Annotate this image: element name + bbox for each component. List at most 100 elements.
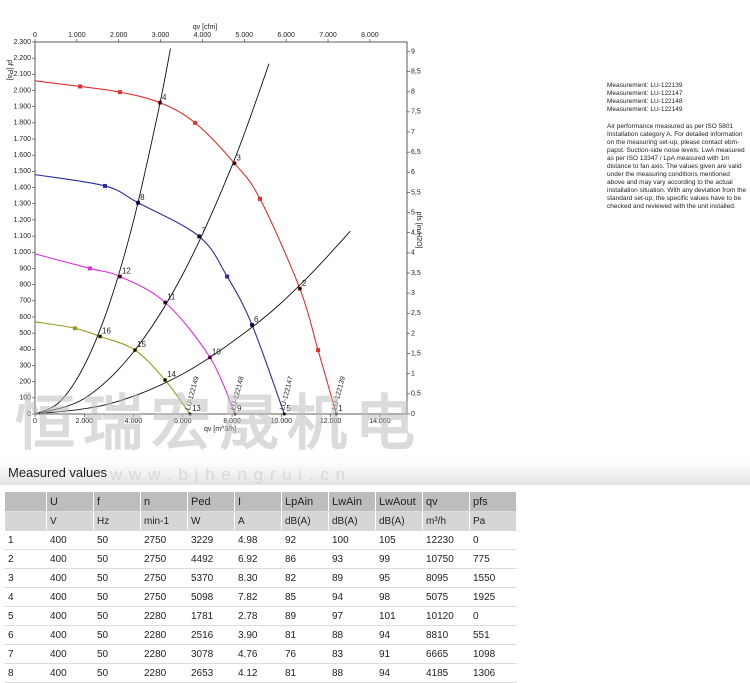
operating-point xyxy=(298,287,302,291)
table-cell: 101 xyxy=(375,606,423,626)
table-cell: 76 xyxy=(281,644,329,664)
table-cell: LwAout xyxy=(375,492,423,512)
y-tick-label: 2.000 xyxy=(13,87,31,94)
table-cell: 4.76 xyxy=(234,644,282,664)
curve-marker xyxy=(78,84,83,89)
table-cell: Ped xyxy=(187,492,235,512)
table-cell: 2750 xyxy=(140,530,188,550)
table-cell: 400 xyxy=(46,644,94,664)
table-row: 8 400 50 2280 2653 4.12 81 88 94 4185 1306 xyxy=(5,663,517,683)
table-cell: 97 xyxy=(328,606,376,626)
table-cell: n xyxy=(140,492,188,512)
table-cell: 3 xyxy=(5,568,47,588)
measurement-line: Measurement: LU-122148 xyxy=(607,98,683,105)
y-tick-label: 800 xyxy=(19,281,31,288)
table-cell: qv xyxy=(422,492,470,512)
x2-tick-label: 6.000 xyxy=(277,32,295,39)
table-cell: 91 xyxy=(375,644,423,664)
table-cell: 12230 xyxy=(422,530,470,550)
table-cell: LpAin xyxy=(281,492,329,512)
x2-axis-label: qv [cfm] xyxy=(193,24,218,31)
table-cell xyxy=(5,492,47,512)
table-cell: 1306 xyxy=(469,663,517,683)
x-tick-label: 4.000 xyxy=(125,418,143,425)
y2-tick-label: 0 xyxy=(411,411,415,418)
x2-tick-label: 3.000 xyxy=(152,32,170,39)
operating-point-label: 5 xyxy=(286,404,291,413)
y-tick-label: 1.000 xyxy=(13,249,31,256)
y2-tick-label: 3,5 xyxy=(411,270,421,277)
operating-point-label: 4 xyxy=(162,93,167,102)
table-row: 4 400 50 2750 5098 7.82 85 94 98 5075 1925 xyxy=(5,587,517,607)
operating-point xyxy=(233,412,237,416)
y2-tick-label: 7 xyxy=(411,129,415,136)
table-cell: 6.92 xyxy=(234,549,282,569)
table-cell: 1781 xyxy=(187,606,235,626)
y2-tick-label: 1,5 xyxy=(411,350,421,357)
y2-tick-label: 7,5 xyxy=(411,109,421,116)
x-tick-label: 14.000 xyxy=(369,418,391,425)
table-cell: f xyxy=(93,492,141,512)
y-tick-label: 1.300 xyxy=(13,201,31,208)
y-tick-label: 1.700 xyxy=(13,136,31,143)
table-cell: 8.30 xyxy=(234,568,282,588)
operating-point-label: 9 xyxy=(237,404,242,413)
table-cell: 88 xyxy=(328,625,376,645)
notes-text: Air performance measured as per ISO 5801… xyxy=(607,123,747,210)
y-tick-label: 700 xyxy=(19,298,31,305)
x-tick-label: 2.000 xyxy=(76,418,94,425)
y-tick-label: 1.400 xyxy=(13,184,31,191)
table-cell: min-1 xyxy=(140,511,188,531)
table-cell: I xyxy=(234,492,282,512)
operating-point-label: 14 xyxy=(167,370,176,379)
table-cell: Hz xyxy=(93,511,141,531)
curve-marker xyxy=(258,196,263,201)
operating-point xyxy=(197,234,201,238)
table-cell: 2750 xyxy=(140,587,188,607)
measurement-line: Measurement: LU-122147 xyxy=(607,90,683,97)
table-cell: 551 xyxy=(469,625,517,645)
table-cell: 8810 xyxy=(422,625,470,645)
curve xyxy=(34,321,191,415)
table-cell: 92 xyxy=(281,530,329,550)
table-cell: 1925 xyxy=(469,587,517,607)
plot-frame xyxy=(34,41,408,415)
table-cell: V xyxy=(46,511,94,531)
operating-point xyxy=(232,161,236,165)
curve-marker xyxy=(102,183,107,188)
table-cell: 7 xyxy=(5,644,47,664)
table-cell: 2 xyxy=(5,549,47,569)
table-cell: 2280 xyxy=(140,606,188,626)
curve xyxy=(34,253,236,415)
table-cell: Pa xyxy=(469,511,517,531)
operating-point-label: 3 xyxy=(236,153,241,162)
x-tick-label: 8.000 xyxy=(223,418,241,425)
curve-marker xyxy=(87,266,92,271)
table-cell xyxy=(5,511,47,531)
x-tick-label: 10.000 xyxy=(271,418,293,425)
x2-tick-label: 5.000 xyxy=(236,32,254,39)
x2-tick-label: 0 xyxy=(33,32,37,39)
table-cell: 2750 xyxy=(140,549,188,569)
operating-point xyxy=(208,355,212,359)
y-tick-label: 400 xyxy=(19,346,31,353)
y-tick-label: 600 xyxy=(19,314,31,321)
table-cell: 85 xyxy=(281,587,329,607)
y-tick-label: 1.900 xyxy=(13,104,31,111)
operating-point-label: 1 xyxy=(338,404,343,413)
operating-point-label: 7 xyxy=(201,227,206,236)
y-tick-label: 200 xyxy=(19,378,31,385)
y2-tick-label: 2 xyxy=(411,330,415,337)
table-cell: 775 xyxy=(469,549,517,569)
operating-point xyxy=(163,378,167,382)
operating-point-label: 12 xyxy=(122,267,131,276)
x-tick-label: 0 xyxy=(33,418,37,425)
table-cell: 50 xyxy=(93,549,141,569)
table-cell: 5075 xyxy=(422,587,470,607)
table-cell: 5 xyxy=(5,606,47,626)
table-cell: 50 xyxy=(93,663,141,683)
operating-point-label: 8 xyxy=(140,193,145,202)
y-tick-label: 300 xyxy=(19,362,31,369)
